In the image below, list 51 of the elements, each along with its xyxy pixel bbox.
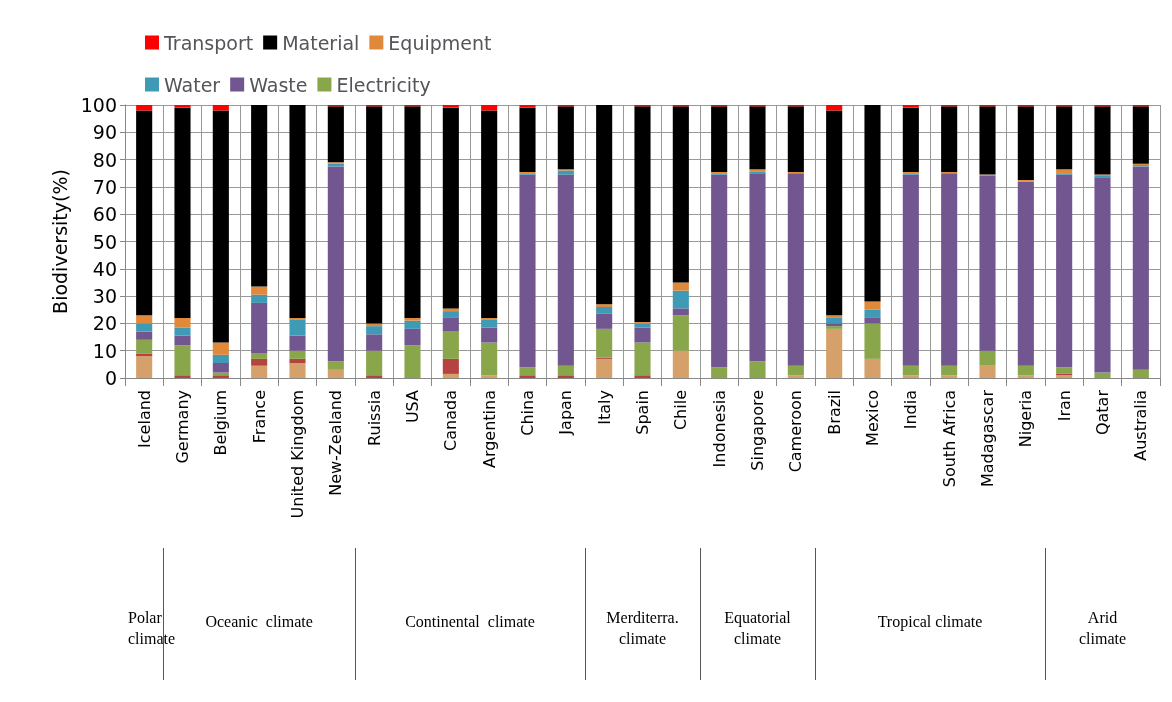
x-tick-label: USA — [403, 389, 422, 424]
x-tick-label: Italy — [594, 390, 614, 425]
y-tick-label: 30 — [92, 285, 117, 308]
y-tick-label: 20 — [92, 312, 117, 335]
x-tick-label: Nigeria — [1016, 390, 1036, 448]
x-tick-label: Australia — [1131, 390, 1151, 461]
y-tick-label: 50 — [92, 230, 117, 253]
text: Arid climate — [1077, 608, 1128, 649]
x-tick-label: Belgium — [211, 390, 231, 456]
x-tick-label: Brazil — [824, 390, 844, 435]
x-tick-label: Germany — [173, 390, 192, 464]
text: Continental climate — [404, 612, 536, 632]
y-tick-label: 90 — [92, 121, 117, 144]
x-tick-label: France — [249, 390, 269, 444]
x-tick-label: China — [518, 390, 537, 436]
x-tick-label: Japan — [556, 390, 576, 436]
legend-label: Waste — [249, 73, 308, 96]
x-tick-label: Chile — [671, 390, 691, 431]
text: Equatorial climate — [723, 608, 792, 649]
x-tick-label: Mexico — [863, 390, 882, 446]
y-tick-label: 100 — [80, 94, 117, 116]
text: Tropical climate — [876, 612, 984, 633]
x-tick-label: United Kingdom — [288, 390, 307, 519]
x-tick-label: Ruissia — [364, 390, 384, 446]
text: Merditerra. climate — [605, 608, 680, 649]
x-tick-label: New-Zealand — [326, 390, 346, 496]
x-tick-label: South Africa — [939, 390, 959, 488]
x-tick-label: Iran — [1054, 390, 1074, 422]
y-tick-label: 80 — [92, 148, 117, 171]
legend-label: Water — [164, 73, 221, 96]
x-tick-label: Argentina — [479, 390, 499, 469]
x-tick-label: India — [901, 390, 921, 430]
x-tick-label: Qatar — [1093, 389, 1112, 436]
text: Oceanic climate — [205, 613, 313, 630]
y-tick-label: 70 — [92, 175, 117, 198]
legend-label: Equipment — [388, 31, 492, 54]
y-tick-label: 40 — [92, 257, 117, 280]
y-tick-label: 10 — [92, 339, 117, 362]
y-tick-label: 0 — [104, 367, 117, 389]
legend-label: Transport — [163, 31, 254, 54]
y-tick-label: 60 — [92, 203, 117, 226]
y-axis-title: Biodiversity(%) — [49, 169, 72, 314]
legend-label: Material — [282, 31, 360, 54]
x-tick-label: Iceland — [134, 390, 154, 448]
x-tick-label: Canada — [441, 390, 461, 451]
x-tick-label: Madagascar — [978, 389, 997, 488]
x-tick-label: Indonesia — [709, 390, 729, 468]
x-tick-label: Singapore — [748, 390, 767, 471]
x-tick-label: Cameroon — [786, 390, 806, 473]
x-tick-label: Spain — [633, 390, 652, 435]
legend-label: Electricity — [336, 73, 431, 96]
